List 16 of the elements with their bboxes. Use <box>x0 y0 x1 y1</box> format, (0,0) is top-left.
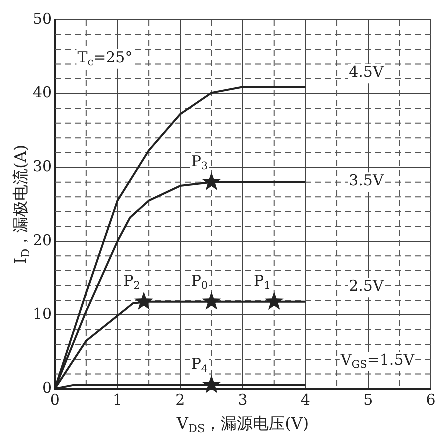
y-axis-title: ID，漏极电流(A) <box>11 144 33 264</box>
y-tick-label: 10 <box>32 305 52 324</box>
x-tick-label: 1 <box>112 390 123 409</box>
x-tick-label: 4 <box>300 390 310 409</box>
x-tick-label: 5 <box>364 390 374 409</box>
annotation: 3.5V <box>349 172 385 190</box>
y-tick-label: 40 <box>32 84 52 102</box>
x-tick-label: 3 <box>238 390 248 409</box>
annotation: 2.5V <box>349 277 385 296</box>
x-tick-label: 6 <box>426 390 436 409</box>
annotation: 4.5V <box>349 63 385 82</box>
y-tick-label: 50 <box>32 10 52 28</box>
x-tick-label: 2 <box>176 390 186 409</box>
y-tick-label: 30 <box>32 157 52 176</box>
y-tick-label: 20 <box>32 231 52 250</box>
y-tick-label: 0 <box>42 378 52 397</box>
